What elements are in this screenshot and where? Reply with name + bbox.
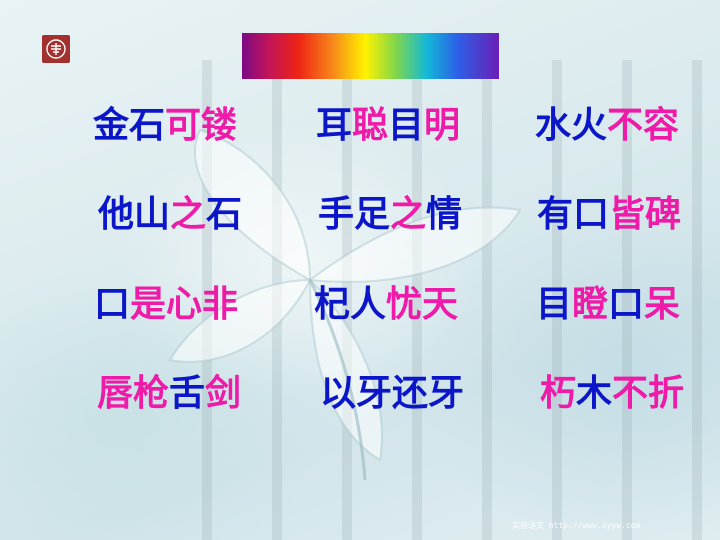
idiom-segment: 唇枪 <box>97 373 170 414</box>
idiom-segment: 聪 <box>352 105 389 146</box>
idiom-segment: 是心非 <box>130 284 239 325</box>
footer-watermark: 实验语文 http://www.syyw.com <box>512 521 641 530</box>
idiom-segment: 目 <box>536 284 573 325</box>
background-leaf-decoration <box>168 128 522 481</box>
idiom: 杞人忧天 <box>314 285 458 325</box>
idiom: 耳聪目明 <box>316 106 460 146</box>
idiom-segment: 之 <box>390 194 427 235</box>
idiom-segment: 水火 <box>535 105 608 146</box>
idiom-segment: 有口 <box>537 194 610 235</box>
idiom-segment: 舌 <box>169 373 206 414</box>
idiom-segment: 木 <box>576 373 613 414</box>
idiom-segment: 可镂 <box>165 105 238 146</box>
idiom: 以牙还牙 <box>320 374 464 414</box>
seal-logo <box>42 35 70 63</box>
idiom-segment: 皆碑 <box>609 194 682 235</box>
idiom-segment: 口 <box>608 284 645 325</box>
idiom: 他山之石 <box>98 195 242 235</box>
idiom-segment: 耳 <box>316 105 353 146</box>
idiom: 口是心非 <box>94 285 238 325</box>
idiom-segment: 不折 <box>612 373 685 414</box>
idiom: 朽木不折 <box>540 374 684 414</box>
idiom-segment: 杞人 <box>314 284 387 325</box>
idiom-segment: 石 <box>206 194 243 235</box>
idiom-segment: 剑 <box>205 373 242 414</box>
rainbow-banner <box>242 33 499 79</box>
idiom-segment: 目 <box>388 105 425 146</box>
idiom: 唇枪舌剑 <box>97 374 241 414</box>
idiom-segment: 以牙还牙 <box>320 373 465 414</box>
idiom-segment: 朽 <box>540 373 577 414</box>
idiom-segment: 手足 <box>318 194 391 235</box>
idiom-segment: 之 <box>170 194 207 235</box>
idiom-segment: 口 <box>94 284 131 325</box>
idiom-segment: 情 <box>426 194 463 235</box>
idiom: 目瞪口呆 <box>536 285 680 325</box>
idiom-segment: 他山 <box>98 194 171 235</box>
idiom: 有口皆碑 <box>537 195 681 235</box>
idiom: 水火不容 <box>535 106 679 146</box>
idiom-segment: 金石 <box>93 105 166 146</box>
idiom-segment: 明 <box>424 105 461 146</box>
idiom-segment: 忧天 <box>386 284 459 325</box>
idiom-segment: 呆 <box>644 284 681 325</box>
idiom: 手足之情 <box>318 195 462 235</box>
idiom: 金石可镂 <box>93 106 237 146</box>
idiom-segment: 不容 <box>607 105 680 146</box>
idiom-segment: 瞪 <box>572 284 609 325</box>
